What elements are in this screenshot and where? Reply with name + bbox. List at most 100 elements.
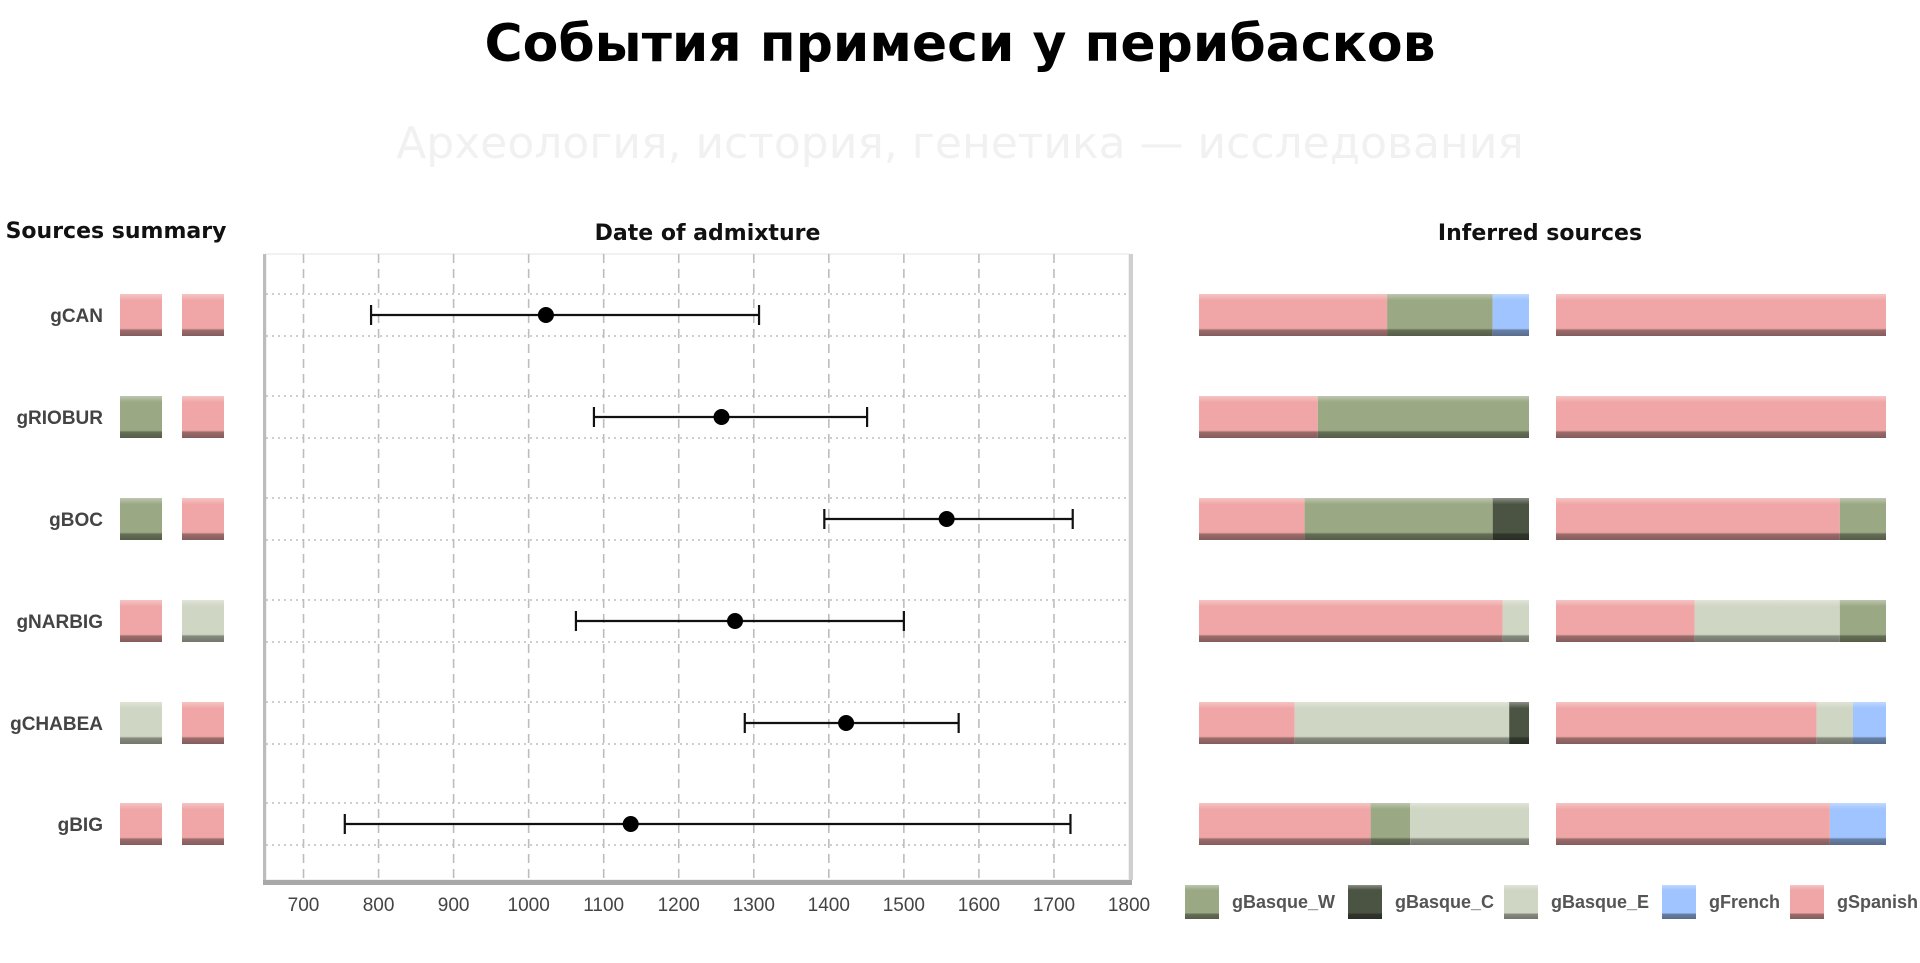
x-tick-label: 1600 xyxy=(958,895,1000,916)
legend-label: gBasque_E xyxy=(1551,892,1649,912)
segment-gSpanish-shade xyxy=(1556,498,1840,540)
segment-gBasque_C-shade xyxy=(1509,702,1529,744)
segment-gBasque_W-shade xyxy=(1839,600,1886,642)
segment-gBasque_E-shade xyxy=(1694,600,1840,642)
segment-gSpanish xyxy=(1556,294,1886,336)
legend-label: gBasque_C xyxy=(1395,892,1494,912)
date-of-admixture-panel: Date of admixture 700 800 900 1000 1100 1200 13… xyxy=(263,221,1150,916)
segment-gSpanish xyxy=(1556,600,1695,642)
segment-gBasque_W xyxy=(1317,396,1529,438)
segment-gBasque_W xyxy=(1370,803,1411,845)
segment-gBasque_E xyxy=(1816,702,1853,744)
segment-gBasque_E-shade xyxy=(1410,803,1529,845)
source-swatch-gBasque_W xyxy=(120,498,162,540)
date-point-gBIG xyxy=(622,816,639,832)
segment-gBasque_E-shade xyxy=(1816,702,1853,744)
segment-gBasque_W-shade xyxy=(1839,498,1886,540)
source-swatch-gSpanish xyxy=(120,600,162,642)
segment-gBasque_W-shade xyxy=(1317,396,1529,438)
source-swatch-gSpanish-shade xyxy=(182,498,224,540)
segment-gFrench-shade xyxy=(1853,702,1886,744)
segment-gBasque_E xyxy=(1694,600,1840,642)
segment-gBasque_W xyxy=(1304,498,1493,540)
x-axis-bar xyxy=(263,880,1132,885)
row-label: gRIOBUR xyxy=(16,408,103,429)
segment-gFrench xyxy=(1853,702,1886,744)
segment-gSpanish-shade xyxy=(1199,294,1388,336)
legend-swatch-gFrench xyxy=(1662,885,1696,919)
source-swatch-gSpanish-shade xyxy=(120,803,162,845)
segment-gBasque_W-shade xyxy=(1387,294,1493,336)
x-tick-label: 1200 xyxy=(658,895,700,916)
segment-gSpanish-shade xyxy=(1199,600,1503,642)
legend-swatch-gBasque_E xyxy=(1504,885,1538,919)
segment-gBasque_E xyxy=(1294,702,1510,744)
segment-gBasque_C xyxy=(1509,702,1529,744)
source-swatch-gSpanish xyxy=(120,803,162,845)
legend-label: gBasque_W xyxy=(1232,892,1335,912)
row-label: gBIG xyxy=(58,815,103,836)
inferred-sources-panel: Inferred sources xyxy=(1199,221,1886,845)
segment-gFrench-shade xyxy=(1492,294,1529,336)
segment-gSpanish xyxy=(1556,702,1817,744)
right-axis-bar xyxy=(1129,254,1133,880)
segment-gBasque_E-shade xyxy=(1502,600,1529,642)
source-swatch-gSpanish xyxy=(182,396,224,438)
x-tick-label: 1100 xyxy=(583,895,624,916)
source-swatch-gBasque_E-shade xyxy=(182,600,224,642)
x-tick-label: 1400 xyxy=(808,895,850,916)
date-point-gNARBIG xyxy=(727,613,744,629)
watermark: Археология, история, генетика — исследов… xyxy=(396,118,1524,169)
segment-gSpanish xyxy=(1199,803,1371,845)
segment-gSpanish-shade xyxy=(1199,803,1371,845)
segment-gSpanish xyxy=(1556,396,1886,438)
source-swatch-gSpanish xyxy=(182,702,224,744)
date-point-gCHABEA xyxy=(838,715,855,731)
legend-label: gSpanish xyxy=(1837,892,1918,912)
segment-gBasque_E xyxy=(1502,600,1529,642)
x-tick-label: 800 xyxy=(363,895,395,916)
legend-swatch-gBasque_W xyxy=(1185,885,1219,919)
sources-summary-panel: Sources summary gCAN gRIOBUR gBOC gNARBIG gCH… xyxy=(6,219,226,845)
row-label: gNARBIG xyxy=(16,612,103,633)
legend-label: gFrench xyxy=(1709,892,1780,912)
segment-gSpanish-shade xyxy=(1199,498,1305,540)
source-swatch-gSpanish xyxy=(182,294,224,336)
date-point-gRIOBUR xyxy=(713,409,730,425)
segment-gBasque_C-shade xyxy=(1492,498,1529,540)
date-point-gBOC xyxy=(938,511,955,527)
left-axis-bar xyxy=(263,254,266,882)
x-tick-label: 900 xyxy=(438,895,470,916)
x-tick-label: 1800 xyxy=(1108,895,1150,916)
source-swatch-gBasque_W-shade xyxy=(120,396,162,438)
segment-gSpanish xyxy=(1199,294,1388,336)
segment-gBasque_W xyxy=(1839,498,1886,540)
segment-gSpanish-shade xyxy=(1556,702,1817,744)
segment-gSpanish-shade xyxy=(1556,396,1886,438)
page-title: События примеси у перибасков xyxy=(484,14,1436,74)
date-of-admixture-title: Date of admixture xyxy=(595,221,821,246)
source-swatch-gBasque_E xyxy=(120,702,162,744)
segment-gSpanish-shade xyxy=(1556,803,1830,845)
source-swatch-gSpanish-shade xyxy=(182,803,224,845)
source-swatch-gSpanish xyxy=(120,294,162,336)
segment-gSpanish-shade xyxy=(1199,702,1295,744)
row-label: gBOC xyxy=(49,510,103,531)
segment-gSpanish xyxy=(1556,803,1830,845)
segment-gBasque_E xyxy=(1410,803,1529,845)
row-label: gCAN xyxy=(50,306,103,327)
inferred-sources-title: Inferred sources xyxy=(1438,221,1642,246)
source-swatch-gSpanish-shade xyxy=(182,702,224,744)
segment-gSpanish-shade xyxy=(1556,294,1886,336)
date-point-gCAN xyxy=(537,307,554,323)
x-tick-label: 1300 xyxy=(733,895,775,916)
source-swatch-gSpanish-shade xyxy=(182,396,224,438)
segment-gBasque_E-shade xyxy=(1294,702,1510,744)
source-swatch-gBasque_W xyxy=(120,396,162,438)
legend-swatch-gFrench-shade xyxy=(1662,885,1696,919)
source-swatch-gBasque_E-shade xyxy=(120,702,162,744)
source-swatch-gBasque_W-shade xyxy=(120,498,162,540)
source-swatch-gSpanish-shade xyxy=(120,600,162,642)
row-label: gCHABEA xyxy=(10,714,103,735)
